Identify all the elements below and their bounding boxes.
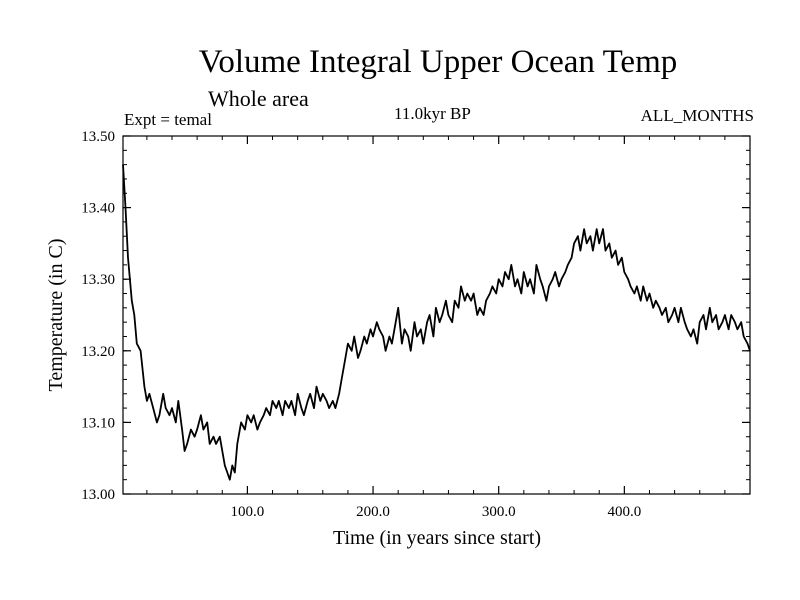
y-tick-label: 13.20 bbox=[81, 344, 115, 360]
x-axis: 100.0 200.0 300.0 400.0 bbox=[146, 136, 726, 520]
y-tick-label: 13.40 bbox=[81, 201, 115, 217]
y-axis: 13.00 13.10 13.20 13.30 13.40 13.50 bbox=[81, 129, 750, 503]
months-label: ALL_MONTHS bbox=[640, 106, 754, 125]
y-tick-label: 13.50 bbox=[81, 129, 115, 145]
experiment-label: Expt = temal bbox=[124, 110, 212, 129]
chart-subtitle: Whole area bbox=[208, 86, 309, 111]
y-tick-label: 13.10 bbox=[81, 415, 115, 431]
y-axis-label: Temperature (in C) bbox=[45, 239, 67, 392]
chart-title: Volume Integral Upper Ocean Temp bbox=[198, 44, 678, 80]
temperature-series-line bbox=[122, 164, 751, 481]
y-tick-label: 13.30 bbox=[81, 272, 115, 288]
x-tick-label: 200.0 bbox=[356, 504, 390, 520]
x-tick-label: 300.0 bbox=[482, 504, 516, 520]
period-label: 11.0kyr BP bbox=[394, 104, 471, 123]
x-tick-label: 100.0 bbox=[231, 504, 265, 520]
plot-frame bbox=[122, 135, 751, 495]
y-tick-label: 13.00 bbox=[81, 487, 115, 503]
x-axis-label: Time (in years since start) bbox=[333, 527, 541, 549]
x-tick-label: 400.0 bbox=[607, 504, 641, 520]
